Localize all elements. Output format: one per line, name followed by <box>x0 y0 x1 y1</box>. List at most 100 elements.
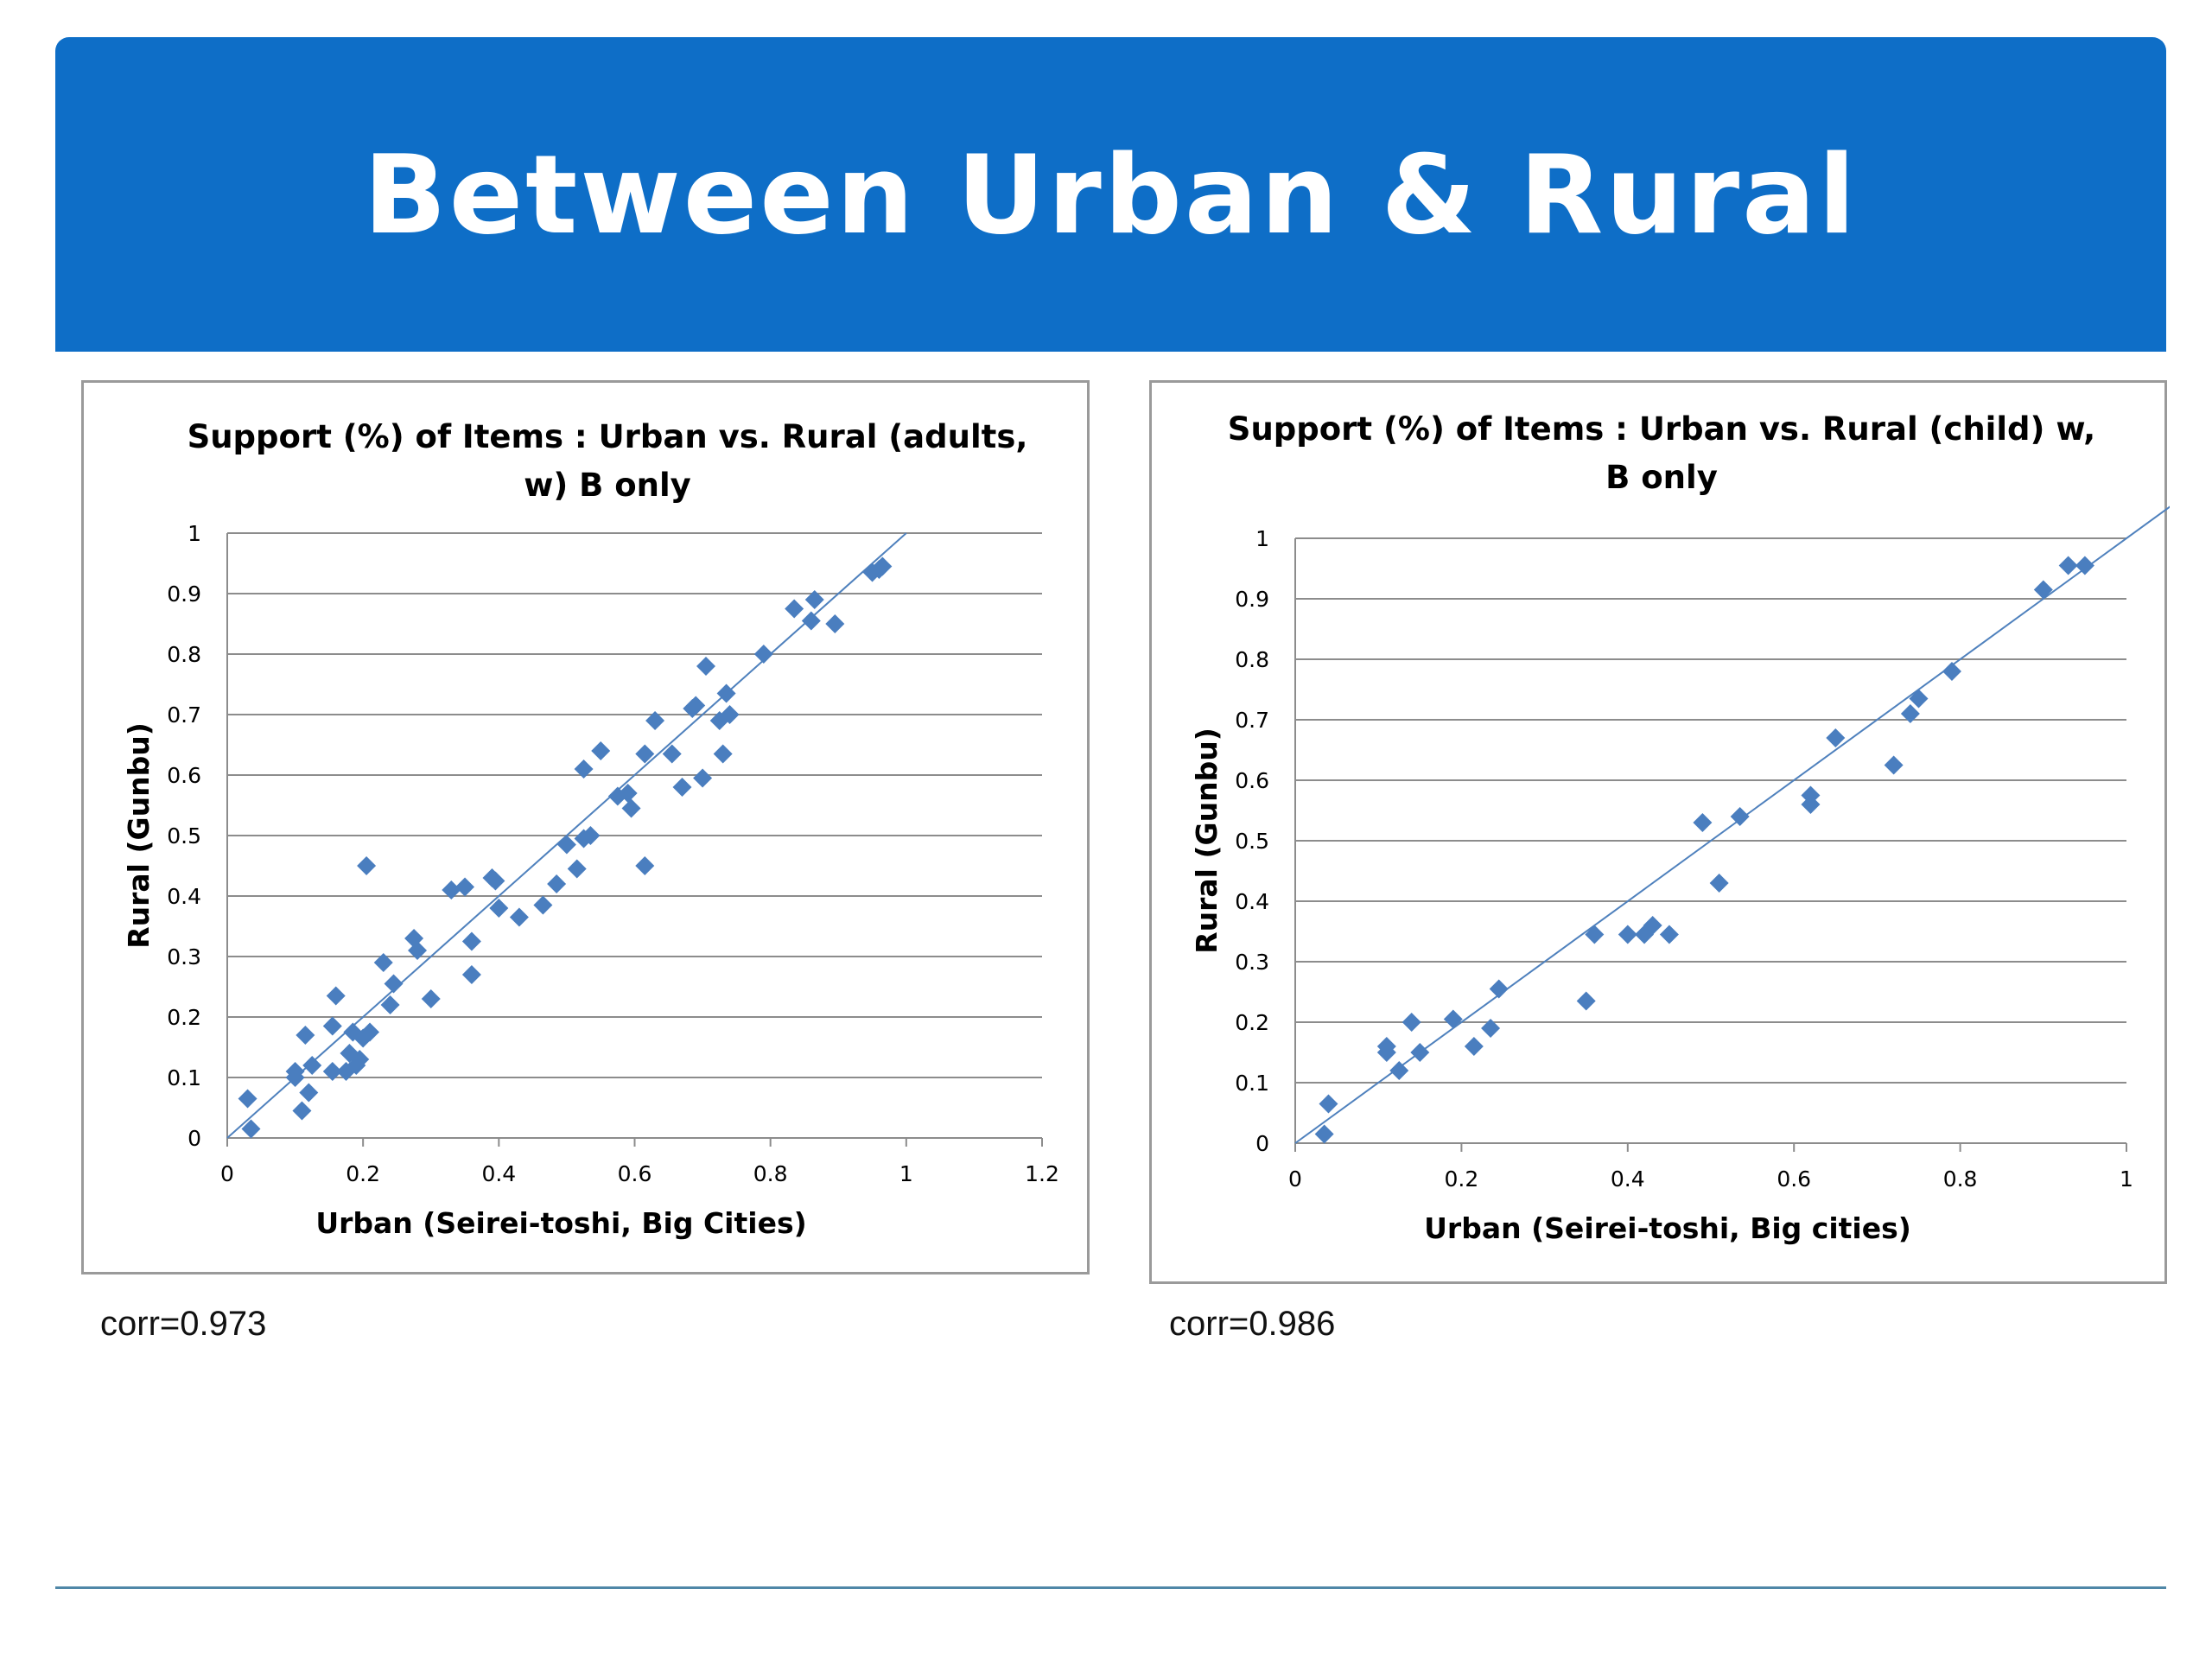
y-tick-label: 0.6 <box>1235 768 1269 793</box>
data-point <box>292 1101 312 1121</box>
y-tick-label: 0.7 <box>167 702 201 728</box>
adults-scatter-svg: Support (%) of Items : Urban vs. Rural (… <box>122 418 1059 1240</box>
child-scatter-svg: Support (%) of Items : Urban vs. Rural (… <box>1190 410 2170 1245</box>
data-point <box>574 760 594 779</box>
y-tick-label: 0.3 <box>1235 950 1269 975</box>
data-point <box>873 556 893 576</box>
chart-title-line: w) B only <box>524 467 691 504</box>
data-point <box>357 856 377 875</box>
data-point <box>1909 689 1929 709</box>
data-point <box>461 931 481 951</box>
y-tick-label: 0.8 <box>167 642 201 667</box>
data-point <box>1389 1061 1409 1080</box>
data-point <box>322 1016 342 1036</box>
x-tick-label: 1.2 <box>1025 1161 1059 1186</box>
data-point <box>1635 925 1655 944</box>
data-point <box>693 768 713 788</box>
data-point <box>804 590 824 609</box>
data-point <box>2058 556 2078 575</box>
data-point <box>1826 728 1846 747</box>
title-banner: Between Urban & Rural <box>55 37 2166 352</box>
data-point <box>1376 1037 1396 1056</box>
data-point <box>299 1083 319 1103</box>
data-point <box>2033 580 2053 600</box>
data-point <box>785 599 804 619</box>
y-tick-label: 0.8 <box>1235 647 1269 672</box>
x-tick-label: 0 <box>220 1161 234 1186</box>
y-tick-label: 1 <box>1255 526 1269 551</box>
data-point <box>1314 1124 1334 1144</box>
data-point <box>720 705 740 724</box>
data-point <box>696 657 716 676</box>
data-point <box>1576 991 1596 1011</box>
data-point <box>285 1068 305 1087</box>
x-tick-label: 0.4 <box>481 1161 516 1186</box>
data-point <box>635 744 655 764</box>
data-point <box>461 965 481 984</box>
data-point <box>1709 874 1729 893</box>
data-point <box>1730 807 1750 826</box>
y-tick-label: 0.3 <box>167 944 201 969</box>
data-point <box>455 877 475 897</box>
data-point <box>241 1119 261 1139</box>
adults-scatter-chart: Support (%) of Items : Urban vs. Rural (… <box>81 380 1090 1274</box>
x-axis-label: Urban (Seirei-toshi, Big cities) <box>1424 1211 1911 1245</box>
data-point <box>486 871 505 891</box>
x-tick-label: 0 <box>1288 1166 1302 1192</box>
data-point <box>1643 916 1662 935</box>
data-point <box>825 614 845 633</box>
x-tick-label: 0.6 <box>1777 1166 1811 1192</box>
chart-title-line: Support (%) of Items : Urban vs. Rural (… <box>1228 410 2095 448</box>
x-tick-label: 1 <box>2120 1166 2133 1192</box>
data-point <box>716 683 736 703</box>
data-point <box>1884 755 1904 775</box>
data-point <box>567 859 587 879</box>
data-point <box>635 856 655 875</box>
data-point <box>1443 1009 1463 1029</box>
data-point <box>645 711 665 730</box>
data-point <box>442 880 461 899</box>
x-axis-label: Urban (Seirei-toshi, Big Cities) <box>315 1206 806 1240</box>
y-tick-label: 0.5 <box>1235 829 1269 854</box>
data-point <box>296 1026 315 1045</box>
data-point <box>350 1050 370 1069</box>
x-tick-label: 0.2 <box>346 1161 380 1186</box>
data-point <box>238 1089 257 1109</box>
slide-title: Between Urban & Rural <box>363 130 1859 258</box>
data-point <box>1489 979 1509 999</box>
data-point <box>2075 556 2094 575</box>
data-point <box>1410 1043 1430 1062</box>
y-tick-label: 0.4 <box>1235 889 1269 914</box>
x-tick-label: 0.6 <box>618 1161 652 1186</box>
y-tick-label: 0.9 <box>167 582 201 607</box>
y-tick-label: 0.1 <box>167 1065 201 1090</box>
child-scatter-chart: Support (%) of Items : Urban vs. Rural (… <box>1149 380 2170 1284</box>
data-point <box>801 611 821 631</box>
data-point <box>408 941 428 960</box>
y-tick-label: 0.1 <box>1235 1071 1269 1096</box>
data-point <box>1319 1094 1338 1114</box>
x-tick-label: 0.8 <box>1943 1166 1978 1192</box>
chart-title-line: Support (%) of Items : Urban vs. Rural (… <box>188 418 1028 455</box>
data-point <box>1585 925 1605 944</box>
data-point <box>509 907 529 927</box>
data-point <box>1801 785 1821 805</box>
data-point <box>1481 1019 1501 1038</box>
y-tick-label: 0.5 <box>167 823 201 849</box>
footer-divider <box>55 1586 2166 1589</box>
x-tick-label: 0.8 <box>753 1161 788 1186</box>
data-point <box>322 1062 342 1081</box>
data-point <box>618 784 638 803</box>
y-tick-label: 0 <box>1255 1131 1269 1156</box>
data-point <box>621 798 641 818</box>
data-point <box>302 1056 322 1075</box>
data-point <box>713 744 733 764</box>
corr-child-label: corr=0.986 <box>1169 1305 1336 1343</box>
data-point <box>489 899 509 918</box>
x-tick-label: 0.2 <box>1445 1166 1479 1192</box>
data-point <box>421 989 441 1008</box>
y-tick-label: 0.9 <box>1235 587 1269 612</box>
y-tick-label: 0 <box>188 1126 201 1151</box>
y-axis-label: Rural (Gunbu) <box>1190 728 1224 954</box>
x-tick-label: 1 <box>899 1161 913 1186</box>
